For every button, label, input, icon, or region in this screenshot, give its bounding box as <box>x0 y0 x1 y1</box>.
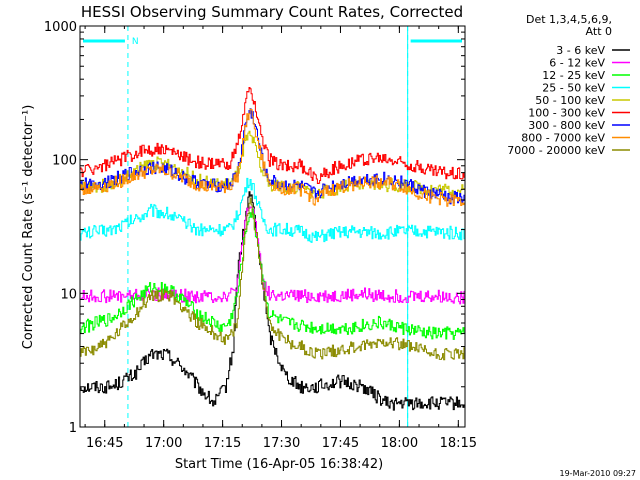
generation-date: 19-Mar-2010 09:27 <box>560 469 637 478</box>
legend-label: 12 - 25 keV <box>542 69 605 82</box>
legend-label: 100 - 300 keV <box>528 107 605 120</box>
x-tick-label: 17:00 <box>145 436 182 451</box>
series-line <box>80 108 466 209</box>
series-line <box>80 191 466 411</box>
axes: 16:45 17:00 17:15 17:30 17:45 18:00 18:15 1 10 10… <box>44 20 477 451</box>
y-tick-label: 10 <box>60 287 77 302</box>
legend-label: 3 - 6 keV <box>556 44 605 57</box>
y-tick-label: 1 <box>69 421 77 436</box>
legend-label: 25 - 50 keV <box>542 82 605 95</box>
legend-header: Det 1,3,4,5,6,9, <box>526 13 612 26</box>
series-line <box>80 87 466 184</box>
plot-frame <box>79 25 466 428</box>
annotation-label: N <box>132 37 139 47</box>
legend-label: 6 - 12 keV <box>549 57 605 70</box>
y-tick-label: 1000 <box>44 20 77 35</box>
legend-label: 800 - 7000 keV <box>521 132 605 145</box>
series-line <box>80 108 466 205</box>
series-line <box>80 177 466 243</box>
legend-label: 50 - 100 keV <box>535 94 605 107</box>
x-tick-label: 17:15 <box>204 436 241 451</box>
y-axis-label: Corrected Count Rate (s⁻¹ detector⁻¹) <box>21 105 36 350</box>
x-tick-label: 18:00 <box>381 436 418 451</box>
x-tick-label: 16:45 <box>86 436 123 451</box>
legend-header: Att 0 <box>586 25 612 38</box>
x-tick-label: 17:45 <box>322 436 359 451</box>
y-tick-label: 100 <box>52 154 77 169</box>
x-axis-label: Start Time (16-Apr-05 16:38:42) <box>175 457 383 472</box>
x-tick-label: 17:30 <box>263 436 300 451</box>
chart-title: HESSI Observing Summary Count Rates, Cor… <box>81 3 463 21</box>
series-line <box>80 197 466 361</box>
series-line <box>80 208 466 340</box>
x-tick-label: 18:15 <box>440 436 477 451</box>
series-lines <box>80 87 466 411</box>
legend-label: 300 - 800 keV <box>528 119 605 132</box>
legend-label: 7000 - 20000 keV <box>507 144 605 157</box>
